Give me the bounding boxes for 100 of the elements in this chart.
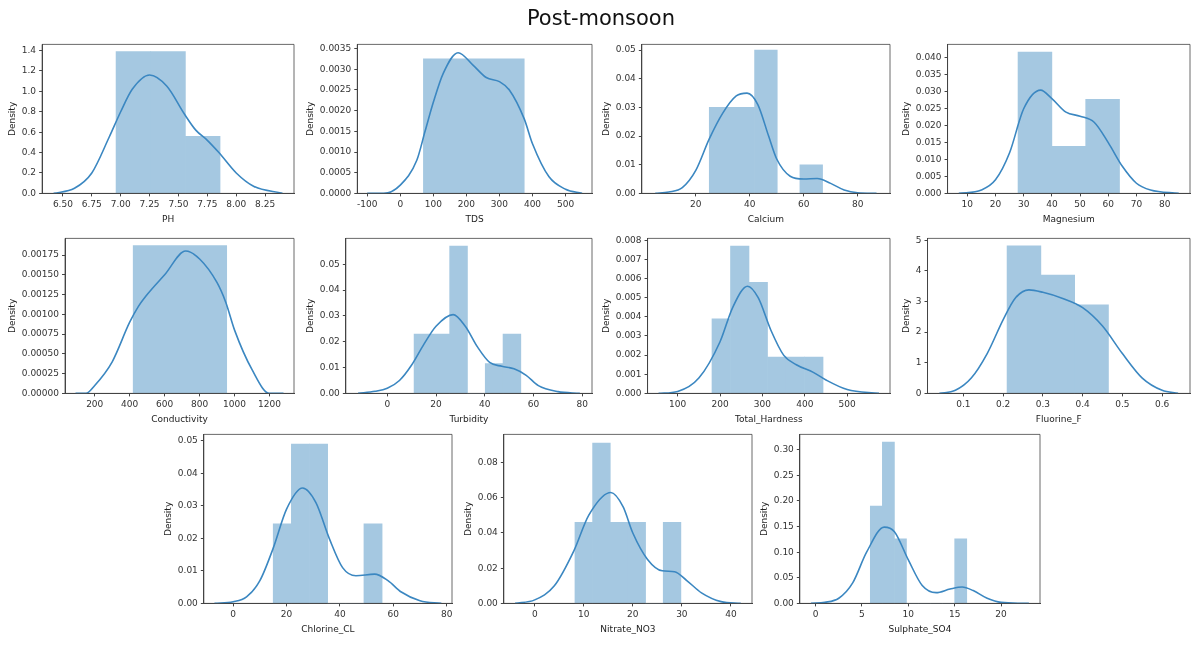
x-tick-label: 5 bbox=[859, 609, 865, 620]
x-tick-label: 70 bbox=[1130, 199, 1143, 210]
x-axis-title: Turbidity bbox=[448, 413, 489, 424]
y-axis-title: Density bbox=[900, 101, 911, 137]
x-axis-title: Chlorine_CL bbox=[301, 623, 355, 634]
x-tick-label: 7.00 bbox=[110, 199, 131, 210]
x-tick-label: 20 bbox=[995, 609, 1008, 620]
x-tick-label: 8.25 bbox=[255, 199, 276, 210]
y-tick-label: 0.04 bbox=[177, 467, 199, 478]
y-tick-label: 0.005 bbox=[915, 170, 942, 181]
x-tick-label: 60 bbox=[387, 609, 400, 620]
x-tick-label: 7.25 bbox=[139, 199, 160, 210]
y-axis-title: Density bbox=[758, 501, 769, 537]
x-tick-label: 600 bbox=[156, 399, 174, 410]
y-tick-label: 0.03 bbox=[615, 101, 636, 112]
x-tick-label: 0.2 bbox=[995, 399, 1011, 410]
x-tick-label: -100 bbox=[356, 199, 378, 210]
x-tick-label: 10 bbox=[578, 609, 590, 620]
x-tick-label: 6.75 bbox=[81, 199, 102, 210]
x-tick-label: 40 bbox=[744, 199, 756, 210]
x-tick-label: 200 bbox=[711, 399, 729, 410]
x-tick-label: 8.00 bbox=[226, 199, 247, 210]
x-axis-title: Magnesium bbox=[1042, 213, 1095, 224]
x-axis-title: Total_Hardness bbox=[733, 413, 803, 424]
x-tick-label: 0 bbox=[812, 609, 819, 620]
y-tick-label: 0.10 bbox=[773, 546, 795, 557]
x-tick-label: 0.1 bbox=[956, 399, 971, 410]
x-tick-label: 60 bbox=[797, 199, 810, 210]
y-tick-label: 5 bbox=[915, 234, 922, 245]
y-tick-label: 4 bbox=[915, 265, 922, 276]
x-tick-label: 400 bbox=[523, 199, 542, 210]
y-tick-label: 0.025 bbox=[915, 103, 942, 114]
y-tick-label: 0.02 bbox=[615, 130, 636, 141]
y-tick-label: 0.00 bbox=[773, 597, 795, 608]
y-tick-label: 0.2 bbox=[21, 167, 37, 178]
x-tick-label: 0 bbox=[384, 399, 391, 410]
x-tick-label: 400 bbox=[121, 399, 139, 410]
y-tick-label: 0.04 bbox=[477, 527, 499, 538]
y-tick-label: 0.002 bbox=[615, 349, 642, 360]
y-axis-title: Density bbox=[462, 501, 473, 537]
y-tick-label: 0.04 bbox=[319, 284, 341, 295]
y-tick-label: 0.00175 bbox=[21, 249, 60, 260]
y-tick-label: 0.00 bbox=[177, 597, 199, 608]
y-tick-label: 0.04 bbox=[615, 73, 637, 84]
y-tick-label: 0.08 bbox=[477, 456, 499, 467]
y-tick-label: 0.6 bbox=[21, 126, 37, 137]
y-tick-label: 0.15 bbox=[773, 520, 794, 531]
y-tick-label: 0.00 bbox=[477, 597, 499, 608]
y-tick-label: 0.01 bbox=[177, 565, 198, 576]
x-tick-label: 20 bbox=[627, 609, 639, 620]
x-axis-title: Fluorine_F bbox=[1035, 413, 1082, 424]
x-axis-title: Conductivity bbox=[151, 413, 209, 424]
y-tick-label: 0.00000 bbox=[21, 387, 60, 398]
x-tick-label: 20 bbox=[989, 199, 1002, 210]
y-tick-label: 0.0000 bbox=[319, 187, 352, 198]
y-tick-label: 0.000 bbox=[615, 387, 642, 398]
x-tick-label: 0.6 bbox=[1155, 399, 1170, 410]
x-tick-label: 800 bbox=[191, 399, 209, 410]
x-tick-label: 0 bbox=[531, 609, 538, 620]
y-tick-label: 0.006 bbox=[615, 272, 642, 283]
x-tick-label: 0.5 bbox=[1115, 399, 1130, 410]
x-tick-label: 100 bbox=[669, 399, 687, 410]
x-tick-label: 40 bbox=[1046, 199, 1058, 210]
x-axis-title: PH bbox=[161, 213, 175, 224]
y-tick-label: 0.020 bbox=[915, 120, 942, 131]
y-tick-label: 0.03 bbox=[177, 500, 198, 511]
y-axis-title: Density bbox=[6, 101, 17, 137]
x-tick-label: 0.3 bbox=[1035, 399, 1051, 410]
y-tick-label: 0.20 bbox=[773, 495, 795, 506]
y-tick-label: 1 bbox=[915, 357, 922, 368]
y-tick-label: 0.05 bbox=[615, 44, 636, 55]
y-tick-label: 0.007 bbox=[615, 253, 642, 264]
y-tick-label: 2 bbox=[915, 326, 922, 337]
x-axis-title: Sulphate_SO4 bbox=[888, 623, 952, 634]
x-tick-label: 6.50 bbox=[52, 199, 74, 210]
x-tick-label: 1200 bbox=[258, 399, 282, 410]
y-tick-label: 0.03 bbox=[319, 310, 340, 321]
y-tick-label: 0.02 bbox=[319, 336, 340, 347]
y-tick-label: 0.25 bbox=[773, 469, 794, 480]
y-tick-label: 0.030 bbox=[915, 86, 942, 97]
y-tick-label: 1.2 bbox=[21, 65, 37, 76]
y-tick-label: 0.00 bbox=[319, 387, 341, 398]
y-axis-title: Density bbox=[6, 298, 17, 334]
x-tick-label: 7.50 bbox=[168, 199, 189, 210]
y-axis-title: Density bbox=[304, 101, 315, 137]
x-tick-label: 0 bbox=[230, 609, 237, 620]
y-axis-title: Density bbox=[600, 298, 611, 334]
y-tick-label: 0.00150 bbox=[21, 269, 60, 280]
y-tick-label: 0.01 bbox=[319, 361, 340, 372]
y-tick-label: 0.05 bbox=[773, 572, 794, 583]
x-tick-label: 30 bbox=[1017, 199, 1030, 210]
y-tick-label: 0.003 bbox=[615, 330, 642, 341]
y-tick-label: 0.015 bbox=[915, 136, 942, 147]
x-tick-label: 80 bbox=[576, 399, 589, 410]
y-tick-label: 0.00075 bbox=[21, 328, 60, 339]
y-tick-label: 0.0030 bbox=[319, 63, 352, 74]
y-tick-label: 0.05 bbox=[177, 435, 198, 446]
y-tick-label: 0.000 bbox=[915, 187, 942, 198]
y-tick-label: 0.0020 bbox=[319, 104, 352, 115]
y-tick-label: 0.035 bbox=[915, 69, 942, 80]
